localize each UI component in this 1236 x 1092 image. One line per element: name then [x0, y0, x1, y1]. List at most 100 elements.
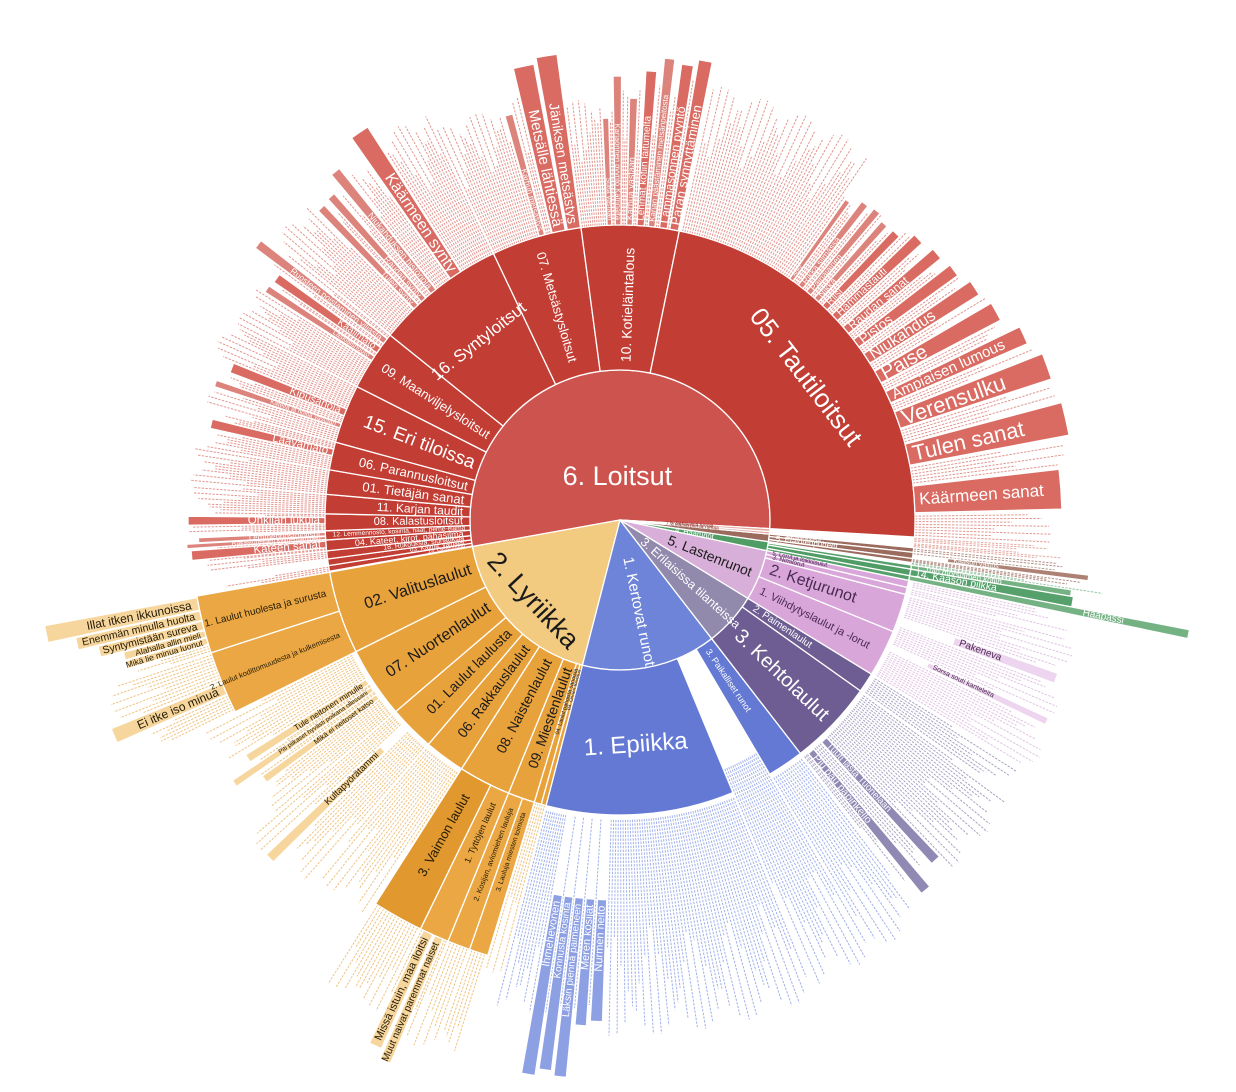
segment-kaalimato[interactable] [273, 273, 382, 354]
segment-metsalle-lahtiessa[interactable] [512, 63, 566, 234]
segment-piu-pau-papinkello[interactable] [807, 748, 931, 895]
micro-text-line [313, 231, 406, 319]
segment-missa-istuin-maa-iloitsi[interactable] [368, 929, 434, 1050]
segment-3-kehtolaulut[interactable] [711, 606, 862, 755]
segment-ei-itke-iso-minua[interactable] [110, 682, 228, 744]
segment-2-ketjurunot[interactable] [758, 557, 907, 633]
segment-onkijan-lukuja[interactable] [187, 515, 326, 526]
segment-karhua-vastaan[interactable] [626, 97, 639, 226]
micro-text-line [316, 265, 395, 331]
segment-karjan-paastaminen-metsanpeitosta[interactable] [647, 57, 676, 228]
micro-text-line [590, 111, 600, 226]
micro-text-line [261, 693, 376, 775]
micro-text-line [611, 110, 615, 226]
segment-pakeneva[interactable] [951, 636, 1059, 684]
segment-haapassi[interactable] [908, 575, 1191, 640]
segment-alahalla-allin-mieli[interactable] [122, 629, 207, 661]
micro-text-line [436, 129, 496, 254]
segment-sorsa-souti-kanteleita[interactable] [925, 661, 1050, 726]
segment-lammasonnen-pyynto[interactable] [658, 63, 695, 230]
micro-text-line [351, 174, 440, 288]
segment-3-paikalliset-runot[interactable] [695, 638, 802, 775]
segment-laskiaishuuto[interactable] [264, 285, 376, 362]
segment-ruosteen-poistaminen-viljasta[interactable] [254, 239, 388, 345]
micro-text-line [775, 148, 852, 270]
segment-janiksen-metsastys[interactable] [535, 53, 582, 231]
micro-text-line [719, 802, 793, 1006]
segment-konnusta-kosinta[interactable] [538, 895, 574, 1072]
segment-riisi[interactable] [821, 229, 901, 311]
segment-painajainen[interactable] [805, 207, 881, 296]
segment-mika-lie-minua-luonut[interactable] [125, 637, 210, 670]
segment-illat-itken-ikkunoissa[interactable] [43, 596, 201, 644]
micro-text-line [843, 719, 939, 804]
segment-kultapyoratammi[interactable] [265, 746, 386, 863]
segment-nurmen-neito[interactable] [589, 898, 608, 1023]
micro-text-line [712, 98, 762, 241]
segment-2-paimenlaulut[interactable] [741, 597, 873, 692]
segment-tuuti-lasta-tuonelaan[interactable] [820, 736, 941, 865]
micro-text-line [728, 766, 787, 899]
micro-text-line [448, 952, 479, 1043]
segment-laavamato[interactable] [209, 418, 335, 457]
segment-ampiaisen-lumous[interactable] [884, 326, 1029, 404]
segment-paise[interactable] [874, 302, 1002, 384]
micro-text-line [854, 706, 988, 813]
segment-hammastauti[interactable] [831, 234, 923, 322]
segment-laksin-pienna-paimeneen[interactable] [553, 896, 585, 1079]
micro-text-line [434, 948, 468, 1041]
micro-text-line [325, 720, 398, 787]
segment-raudan-sanat[interactable] [842, 248, 942, 335]
label-kultapyoratammi: Kultapyörätammi [322, 750, 381, 807]
segment-verensulku[interactable] [893, 352, 1053, 429]
micro-text-line [262, 553, 328, 563]
micro-text-line [812, 256, 849, 298]
segment-enemman-minulla-huolta[interactable] [74, 610, 203, 651]
segment-meren-kosijat[interactable] [574, 897, 596, 1027]
segment-tulen-synty[interactable] [317, 204, 419, 310]
segment-1-epiikka[interactable] [545, 657, 734, 816]
segment-tulen-sanat[interactable] [904, 401, 1070, 466]
segment-niukahduksen-historiola[interactable] [330, 167, 437, 295]
segment-kipusanoja[interactable] [229, 362, 348, 417]
segment-piti-piikaset-hyvasti-poikana-ollessani[interactable] [231, 686, 375, 788]
segment-mika-ei-neitoset-katso[interactable] [261, 693, 380, 783]
segment-rakastuneiden-kylmentaminen[interactable] [186, 535, 327, 550]
segment-karhun-metsastys[interactable] [504, 113, 546, 237]
segment-paran-synnyttaminen[interactable] [669, 59, 713, 232]
segment-tule-neitonen-minulle[interactable] [244, 678, 370, 763]
micro-text-line [188, 527, 326, 533]
micro-text-line [907, 605, 1073, 657]
segment-kateita-ja-noitia-vastaan[interactable] [213, 379, 342, 429]
segment-syntymistaan-sureva[interactable] [97, 620, 205, 658]
segment-karjaonnen-pyynto-katrinalta[interactable] [612, 75, 623, 226]
segment-pistos[interactable] [852, 264, 959, 348]
segment-kaason-valitus[interactable] [946, 557, 1090, 582]
micro-text-line [434, 947, 465, 1027]
segment-lemmennostoloitsut[interactable] [197, 531, 327, 544]
segment-3-vaimon-laulut[interactable] [374, 768, 492, 930]
segment-sutta-vastaan[interactable] [601, 117, 613, 226]
segment-kateen-sanat[interactable] [190, 540, 327, 562]
segment-rikka-silmassa[interactable] [797, 200, 869, 290]
segment-1-viihdytyslaulut-ja-lorut[interactable] [747, 576, 894, 675]
segment-kaarmeen-synty[interactable] [350, 126, 462, 280]
segment-kaarmeen-sanat[interactable] [912, 468, 1063, 514]
segment-raudan-synty[interactable] [327, 192, 427, 303]
segment-2-kosijan-aviomiehen-lauluja[interactable] [447, 792, 524, 951]
label-7-erilaisia-pienia-runoja: 7. Erilaisia pieniä runoja [666, 521, 720, 532]
segment-ihmehevonen[interactable] [520, 893, 564, 1077]
micro-text-line [430, 189, 474, 265]
micro-text-line [657, 817, 681, 989]
segment-muut-naivat-paremmat-naiset[interactable] [379, 935, 444, 1065]
segment-niukahdus[interactable] [863, 280, 980, 364]
segment-ahky[interactable] [788, 198, 851, 282]
segment-3-lauluja-miesten-toimista[interactable] [468, 797, 535, 956]
segment-lehmat-kotiin-laitumelta[interactable] [636, 70, 658, 227]
micro-text-line [260, 305, 367, 370]
segments [43, 53, 1191, 1079]
micro-text-line [467, 188, 498, 253]
segment-nikka[interactable] [813, 220, 888, 303]
segment[interactable] [767, 538, 914, 564]
